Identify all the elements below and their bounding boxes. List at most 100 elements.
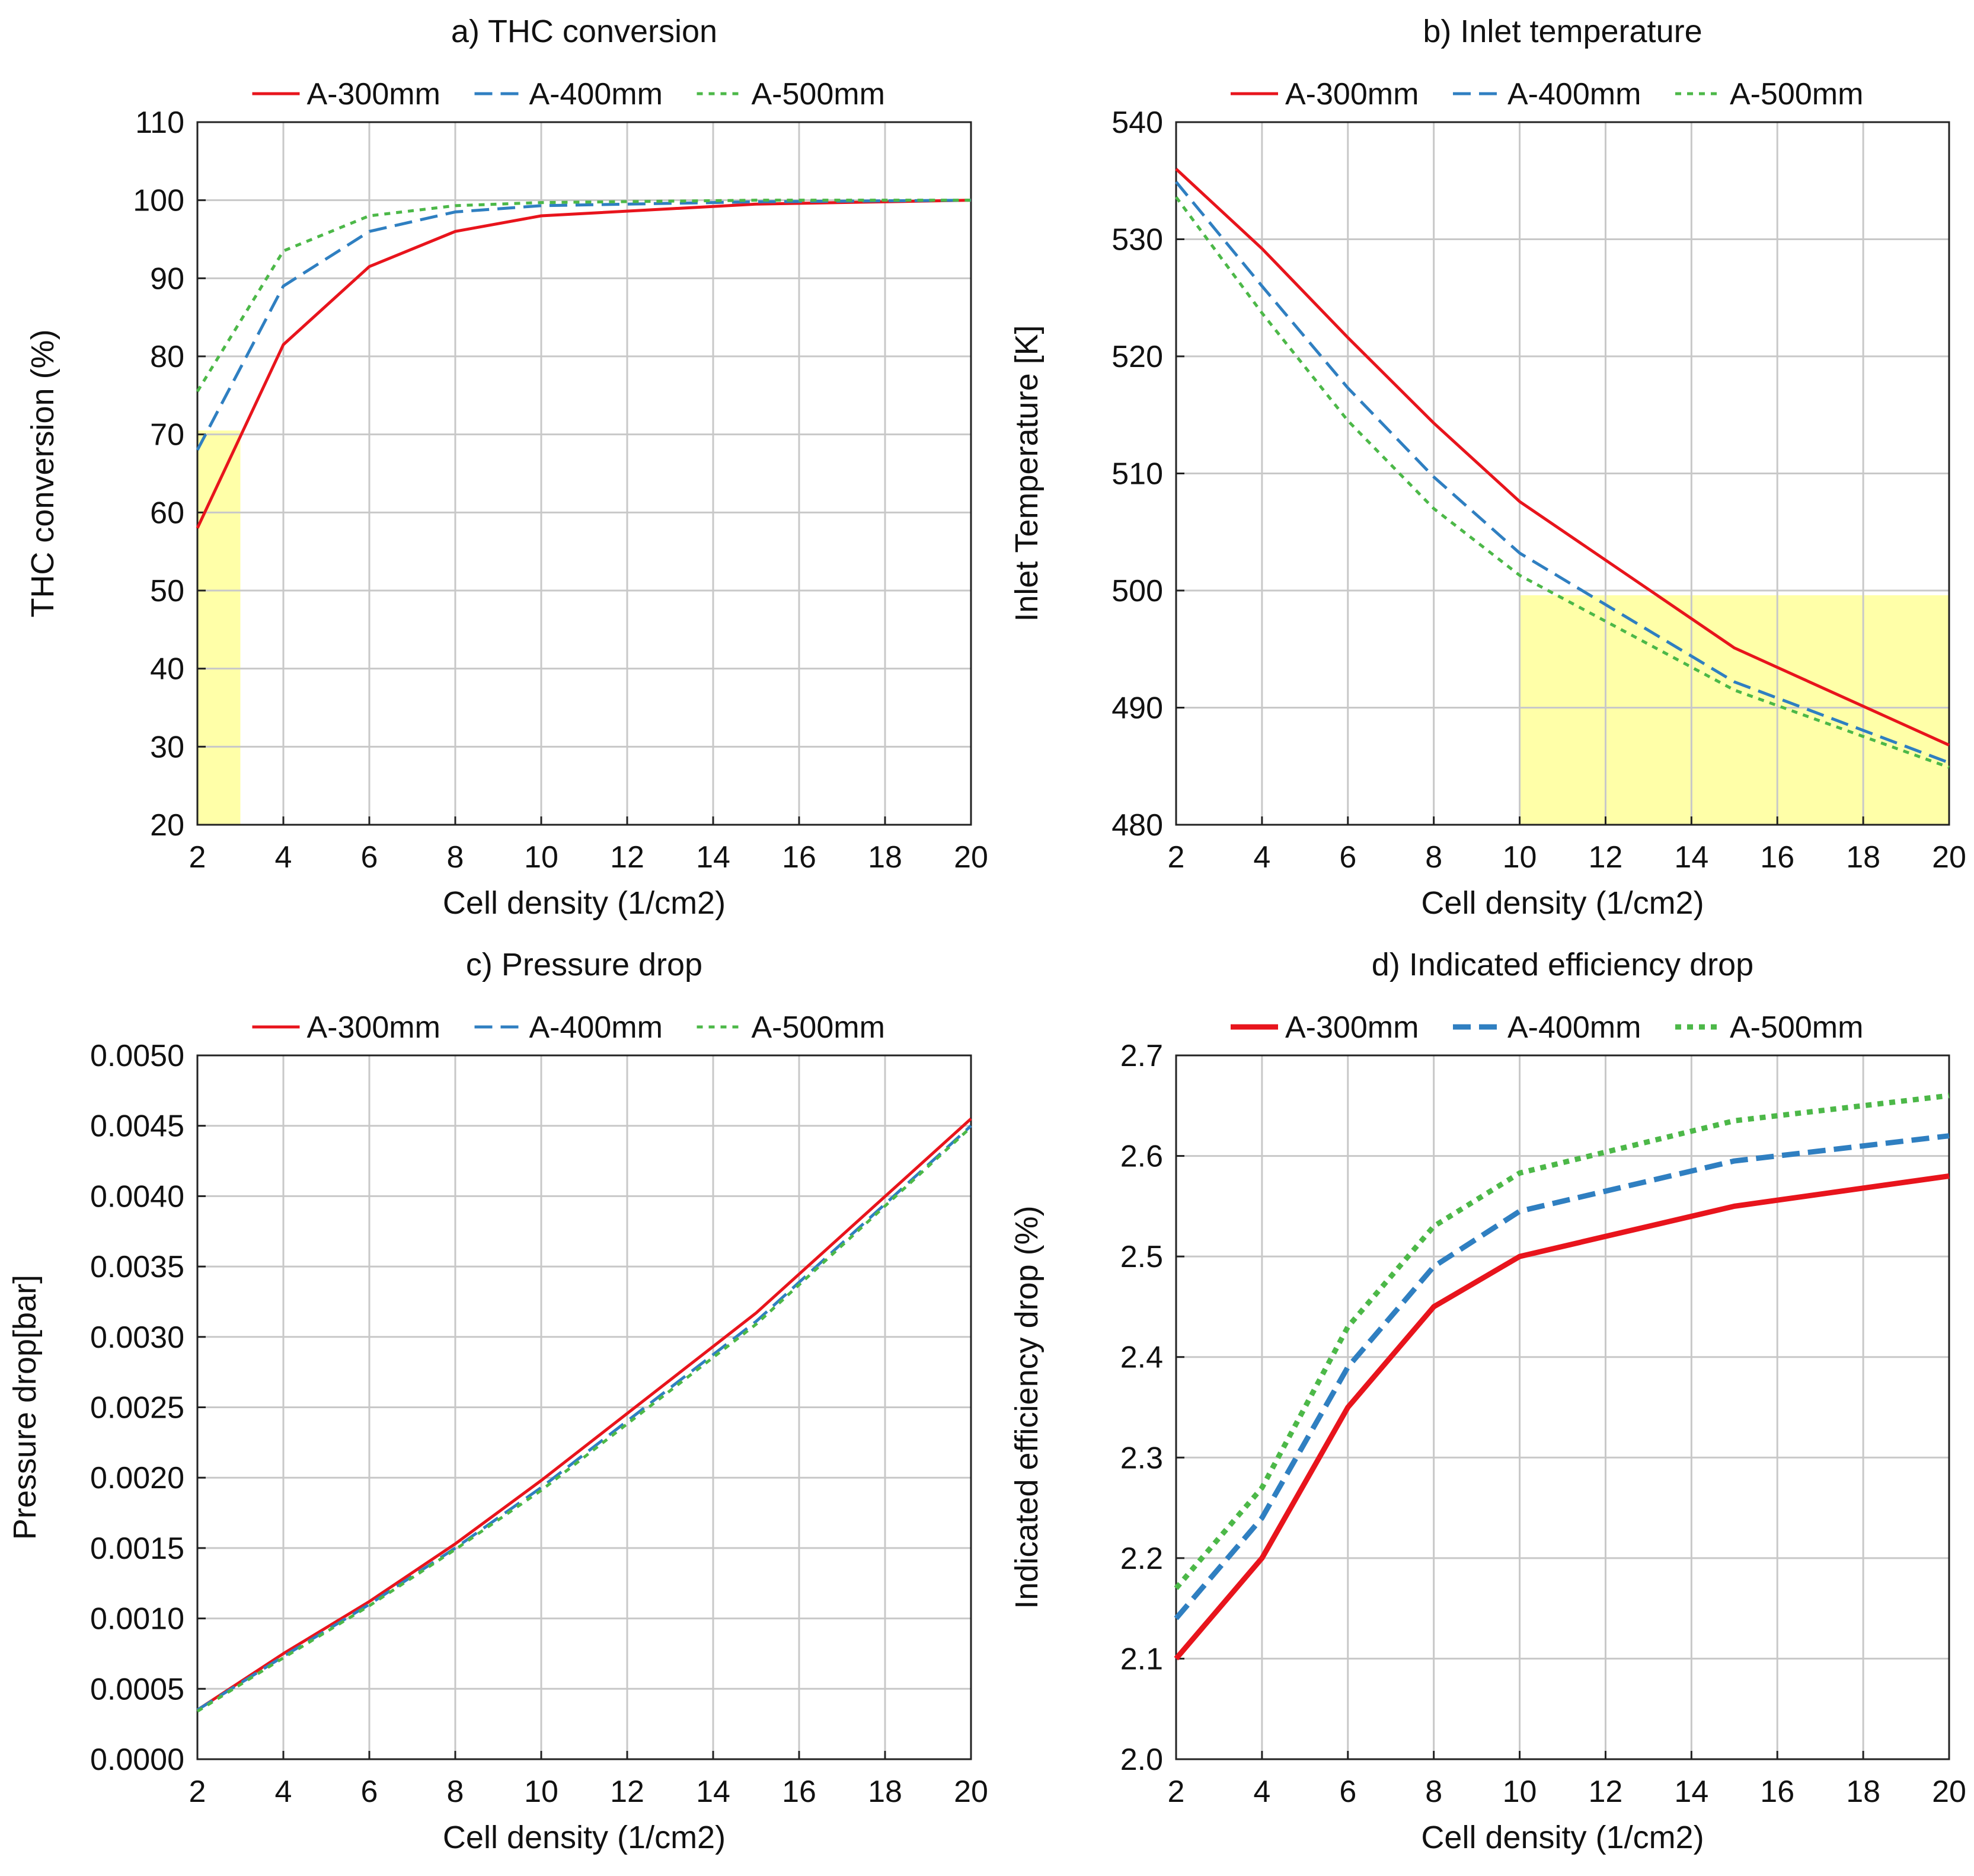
chart-panel-3: d) Indicated efficiency drop 2 4 6 8 10 12 14 16…	[1009, 947, 1966, 1855]
x-tick-label: 16	[1760, 840, 1794, 875]
y-tick-label: 2.1	[1120, 1642, 1163, 1676]
legend-label: A-400mm	[529, 1010, 663, 1045]
y-tick-label: 0.0040	[90, 1179, 184, 1214]
x-axis-label: Cell density (1/cm2)	[1421, 885, 1704, 921]
x-tick-label: 14	[1674, 1775, 1708, 1809]
x-tick-label: 20	[1932, 840, 1966, 875]
x-tick-label: 8	[447, 840, 464, 875]
y-tick-label: 0.0010	[90, 1602, 184, 1636]
y-tick-label: 70	[150, 418, 184, 452]
x-tick-label: 10	[1503, 840, 1537, 875]
y-tick-label: 2.0	[1120, 1743, 1163, 1777]
chart-panel-0: a) THC conversion 2 4 6 8 10 12 14 16 18 20 20 30 40 5…	[25, 14, 988, 921]
x-tick-label: 2	[1168, 840, 1185, 875]
series-line-A-500mm	[196, 199, 971, 393]
x-tick-label: 6	[1339, 1775, 1356, 1809]
x-tick-label: 18	[1846, 840, 1880, 875]
chart-panel-2: c) Pressure drop 2 4 6 8 10 12 14 16 18 20 0.0000 0.…	[7, 947, 988, 1855]
x-axis-label: Cell density (1/cm2)	[443, 1820, 726, 1855]
y-tick-label: 40	[150, 652, 184, 687]
x-tick-label: 4	[1253, 1775, 1270, 1809]
x-tick-label: 4	[275, 840, 292, 875]
y-tick-label: 2.3	[1120, 1441, 1163, 1475]
y-axis-label: THC conversion (%)	[25, 329, 60, 617]
legend-label: A-500mm	[752, 77, 885, 111]
y-tick-label: 50	[150, 574, 184, 608]
x-tick-label: 14	[696, 840, 730, 875]
y-tick-label: 510	[1111, 457, 1163, 492]
legend-label: A-300mm	[307, 1010, 440, 1045]
x-tick-label: 4	[275, 1775, 292, 1809]
legend-label: A-400mm	[1507, 77, 1641, 111]
series-line-A-300mm	[1174, 1173, 1950, 1661]
legend-label: A-500mm	[1730, 77, 1863, 111]
chart-title: c) Pressure drop	[466, 947, 702, 982]
series-line-A-400mm	[196, 199, 972, 451]
x-tick-label: 16	[782, 840, 816, 875]
y-tick-label: 480	[1111, 808, 1163, 843]
y-tick-label: 2.6	[1120, 1140, 1163, 1174]
x-tick-label: 18	[868, 840, 902, 875]
legend-label: A-300mm	[1285, 1010, 1419, 1045]
x-tick-label: 2	[1168, 1775, 1185, 1809]
y-tick-label: 20	[150, 808, 184, 843]
x-tick-label: 12	[610, 840, 644, 875]
series-line-A-500mm	[196, 1126, 972, 1713]
y-tick-label: 100	[133, 184, 184, 218]
y-tick-label: 0.0045	[90, 1109, 184, 1144]
plot-frame	[1175, 121, 1950, 826]
y-axis-label: Inlet Temperature [K]	[1009, 325, 1045, 621]
x-tick-label: 8	[1425, 840, 1442, 875]
x-tick-label: 10	[1503, 1775, 1537, 1809]
series-line-A-400mm	[196, 1124, 972, 1712]
x-tick-label: 20	[1932, 1775, 1966, 1809]
y-tick-label: 110	[135, 106, 184, 140]
chart-title: d) Indicated efficiency drop	[1372, 947, 1753, 982]
x-tick-label: 8	[1425, 1775, 1442, 1809]
highlight-region	[197, 430, 241, 825]
y-axis-label: Indicated efficiency drop (%)	[1009, 1205, 1045, 1609]
y-tick-label: 540	[1111, 106, 1163, 140]
y-tick-label: 0.0035	[90, 1250, 184, 1284]
y-tick-label: 2.5	[1120, 1240, 1163, 1274]
legend-label: A-500mm	[752, 1010, 885, 1045]
plot-frame	[196, 121, 972, 826]
y-tick-label: 0.0005	[90, 1672, 184, 1706]
series-line-A-300mm	[196, 199, 972, 529]
x-tick-label: 18	[868, 1775, 902, 1809]
x-tick-label: 2	[189, 840, 206, 875]
x-tick-label: 6	[361, 1775, 378, 1809]
series-line-A-400mm	[1174, 1133, 1950, 1620]
x-tick-label: 20	[954, 840, 988, 875]
x-tick-label: 6	[361, 840, 378, 875]
x-tick-label: 18	[1846, 1775, 1880, 1809]
x-tick-label: 6	[1339, 840, 1356, 875]
plot-frame	[1175, 1054, 1950, 1760]
chart-title: a) THC conversion	[451, 14, 717, 49]
legend-label: A-400mm	[1507, 1010, 1641, 1045]
y-tick-label: 490	[1111, 691, 1163, 726]
plot-frame	[196, 1054, 972, 1760]
chart-title: b) Inlet temperature	[1423, 14, 1702, 49]
y-tick-label: 60	[150, 496, 184, 530]
legend-label: A-300mm	[307, 77, 440, 111]
x-tick-label: 12	[1589, 1775, 1623, 1809]
x-axis-label: Cell density (1/cm2)	[443, 885, 726, 921]
series-line-A-300mm	[196, 1117, 972, 1712]
x-tick-label: 8	[447, 1775, 464, 1809]
y-tick-label: 0.0020	[90, 1461, 184, 1495]
x-tick-label: 16	[1760, 1775, 1794, 1809]
x-tick-label: 12	[1589, 840, 1623, 875]
y-tick-label: 2.4	[1120, 1341, 1163, 1375]
x-tick-label: 14	[1674, 840, 1708, 875]
y-tick-label: 0.0000	[90, 1743, 184, 1777]
y-axis-label: Pressure drop[bar]	[7, 1275, 43, 1540]
x-tick-label: 12	[610, 1775, 644, 1809]
x-tick-label: 4	[1253, 840, 1270, 875]
legend-label: A-300mm	[1285, 77, 1419, 111]
series-line-A-500mm	[1174, 1093, 1950, 1590]
y-tick-label: 2.2	[1120, 1542, 1163, 1576]
y-tick-label: 0.0030	[90, 1320, 184, 1355]
legend-label: A-400mm	[529, 77, 663, 111]
